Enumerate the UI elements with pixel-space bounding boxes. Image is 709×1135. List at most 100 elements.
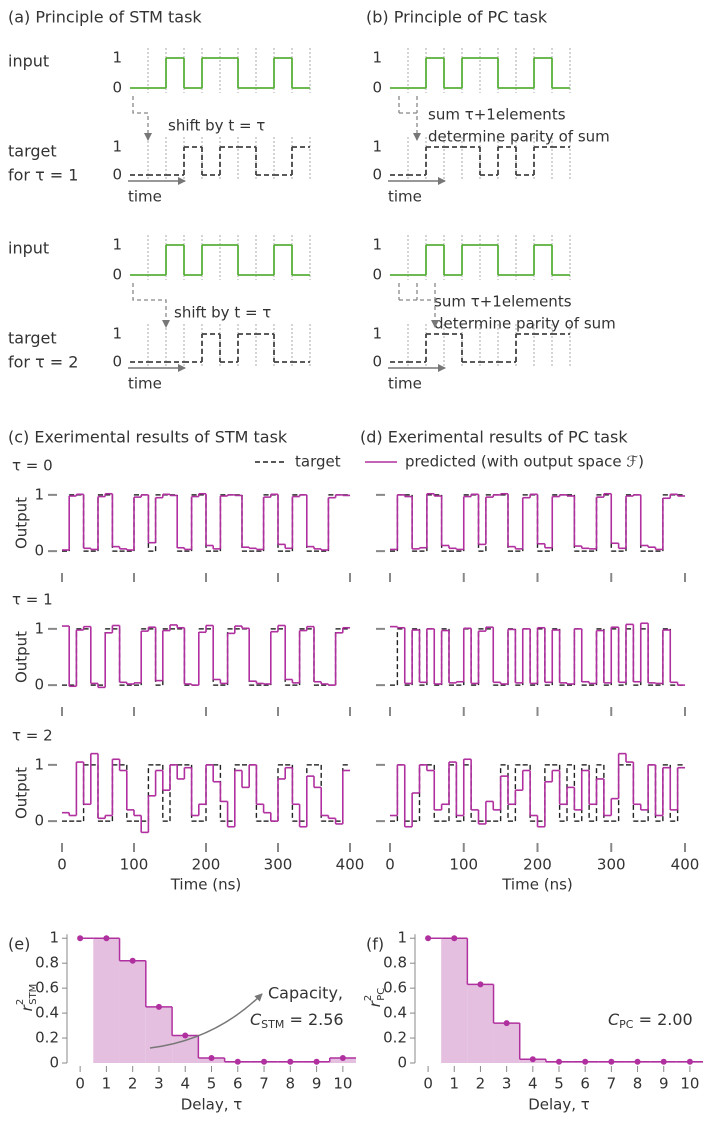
note: determine parity of sum <box>428 128 610 146</box>
level-label: 1 <box>112 236 122 254</box>
input-label: input <box>8 239 49 258</box>
target-label: target <box>8 142 57 161</box>
y-label-sup: 2 <box>363 995 374 1001</box>
capacity-area <box>93 938 120 1063</box>
capacity-area <box>172 1035 199 1063</box>
y-tick-label: 1 <box>397 929 407 947</box>
level-label: 1 <box>372 325 382 343</box>
x-tick-label: 8 <box>286 1075 296 1093</box>
level-label: 0 <box>112 353 122 371</box>
level-label: 0 <box>112 79 122 97</box>
y-tick-label: 0 <box>397 1054 407 1072</box>
x-tick-label: 5 <box>207 1075 217 1093</box>
capacity-label: CPC = 2.00 <box>608 1010 693 1032</box>
y-tick-label: 0 <box>49 1054 59 1072</box>
x-tick-label: 2 <box>476 1075 486 1093</box>
level-label: 0 <box>372 266 382 284</box>
x-axis-label: Time (ns) <box>170 876 242 894</box>
point <box>129 957 136 964</box>
panel-title: (d) Exerimental results of PC task <box>360 428 628 447</box>
x-tick-label: 200 <box>192 856 221 874</box>
y-label-sub: STM <box>28 984 39 1005</box>
panel-title: (a) Principle of STM task <box>8 8 202 27</box>
point <box>634 1058 641 1065</box>
y-tick-label: 1 <box>34 485 44 503</box>
level-label: 1 <box>372 236 382 254</box>
level-label: 0 <box>112 166 122 184</box>
connector <box>399 112 421 141</box>
y-label-sub: PC <box>376 988 387 1001</box>
level-label: 1 <box>372 138 382 156</box>
x-axis-label: Time (ns) <box>501 876 573 894</box>
y-tick-label: 0.6 <box>35 979 59 997</box>
x-axis-label: Delay, τ <box>528 1096 590 1114</box>
point <box>261 1058 268 1065</box>
x-tick-label: 8 <box>633 1075 643 1093</box>
y-label-sup: 2 <box>15 999 26 1005</box>
tau-label: τ = 1 <box>12 591 53 609</box>
time-label: time <box>388 375 422 393</box>
note: sum τ+1elements <box>428 106 566 124</box>
x-tick-label: 200 <box>523 856 552 874</box>
x-tick-label: 7 <box>259 1075 269 1093</box>
x-tick-label: 100 <box>449 856 478 874</box>
y-tick-label: 0 <box>34 542 44 560</box>
point <box>155 1003 162 1010</box>
capacity-area <box>441 938 468 1063</box>
y-tick-label: 1 <box>34 619 44 637</box>
x-tick-label: 5 <box>554 1075 564 1093</box>
connector <box>132 283 170 328</box>
y-label-base: r <box>18 1004 36 1011</box>
y-axis-label: Output <box>13 631 31 683</box>
capacity-symbol: C <box>250 1010 262 1029</box>
point <box>608 1058 615 1065</box>
target-label: for τ = 2 <box>8 353 78 372</box>
x-tick-label: 6 <box>580 1075 590 1093</box>
time-label: time <box>128 375 162 393</box>
connector <box>399 299 439 328</box>
point <box>529 1056 536 1063</box>
point <box>234 1058 241 1065</box>
panel-title: (f) <box>366 935 384 954</box>
capacity-area <box>145 1006 173 1063</box>
capacity-area <box>467 984 494 1063</box>
x-tick-label: 2 <box>128 1075 138 1093</box>
level-label: 0 <box>372 79 382 97</box>
connector <box>132 96 152 141</box>
y-tick-label: 1 <box>49 929 59 947</box>
tau-label: τ = 0 <box>12 457 53 475</box>
y-tick-label: 0.2 <box>383 1029 407 1047</box>
y-tick-label: 0.8 <box>35 954 59 972</box>
point <box>77 935 84 942</box>
y-axis-label: r2 STM <box>15 984 39 1012</box>
y-tick-label: 0.2 <box>35 1029 59 1047</box>
point <box>556 1058 562 1065</box>
panel-title: (e) <box>8 935 30 954</box>
point <box>425 935 432 942</box>
capacity-text: = 2.56 <box>284 1010 343 1029</box>
y-label-base: r <box>366 1000 384 1007</box>
target-label: for τ = 1 <box>8 166 78 185</box>
x-axis-label: Delay, τ <box>181 1096 243 1114</box>
input-label: input <box>8 52 49 71</box>
capacity-sub: STM <box>261 1018 284 1031</box>
x-tick-label: 1 <box>102 1075 112 1093</box>
note: sum τ+1elements <box>434 293 572 311</box>
capacity-area <box>119 960 146 1063</box>
x-tick-label: 0 <box>423 1075 433 1093</box>
y-tick-label: 0.6 <box>383 979 407 997</box>
x-tick-label: 0 <box>75 1075 85 1093</box>
target-label: target <box>8 329 57 348</box>
x-tick-label: 4 <box>528 1075 538 1093</box>
y-axis-label: r2 PC <box>363 988 387 1008</box>
time-label: time <box>128 188 162 206</box>
legend-label: target <box>295 453 341 471</box>
x-tick-label: 300 <box>264 856 293 874</box>
capacity-area <box>493 1023 520 1063</box>
x-tick-label: 0 <box>57 856 67 874</box>
level-label: 1 <box>112 138 122 156</box>
annotation: Capacity, <box>268 984 343 1003</box>
point <box>208 1055 215 1062</box>
x-tick-label: 1 <box>449 1075 459 1093</box>
